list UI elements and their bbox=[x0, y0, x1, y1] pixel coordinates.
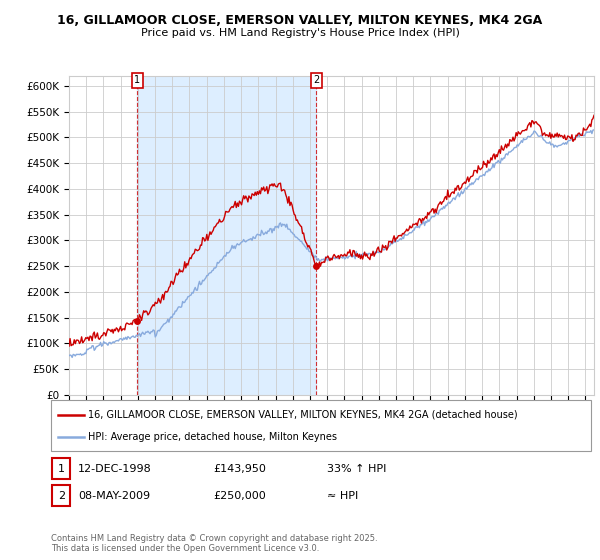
Text: 16, GILLAMOOR CLOSE, EMERSON VALLEY, MILTON KEYNES, MK4 2GA (detached house): 16, GILLAMOOR CLOSE, EMERSON VALLEY, MIL… bbox=[88, 409, 518, 419]
Text: Contains HM Land Registry data © Crown copyright and database right 2025.
This d: Contains HM Land Registry data © Crown c… bbox=[51, 534, 377, 553]
Text: 2: 2 bbox=[313, 76, 319, 85]
Text: 1: 1 bbox=[134, 76, 140, 85]
Text: 2: 2 bbox=[58, 491, 65, 501]
Text: 12-DEC-1998: 12-DEC-1998 bbox=[78, 464, 152, 474]
Text: 08-MAY-2009: 08-MAY-2009 bbox=[78, 491, 150, 501]
Text: HPI: Average price, detached house, Milton Keynes: HPI: Average price, detached house, Milt… bbox=[88, 432, 337, 442]
Text: ≈ HPI: ≈ HPI bbox=[327, 491, 358, 501]
Bar bbox=[137, 76, 316, 395]
Text: 16, GILLAMOOR CLOSE, EMERSON VALLEY, MILTON KEYNES, MK4 2GA: 16, GILLAMOOR CLOSE, EMERSON VALLEY, MIL… bbox=[58, 14, 542, 27]
Text: Price paid vs. HM Land Registry's House Price Index (HPI): Price paid vs. HM Land Registry's House … bbox=[140, 28, 460, 38]
Text: £143,950: £143,950 bbox=[213, 464, 266, 474]
Text: 1: 1 bbox=[58, 464, 65, 474]
Text: £250,000: £250,000 bbox=[213, 491, 266, 501]
Text: 33% ↑ HPI: 33% ↑ HPI bbox=[327, 464, 386, 474]
